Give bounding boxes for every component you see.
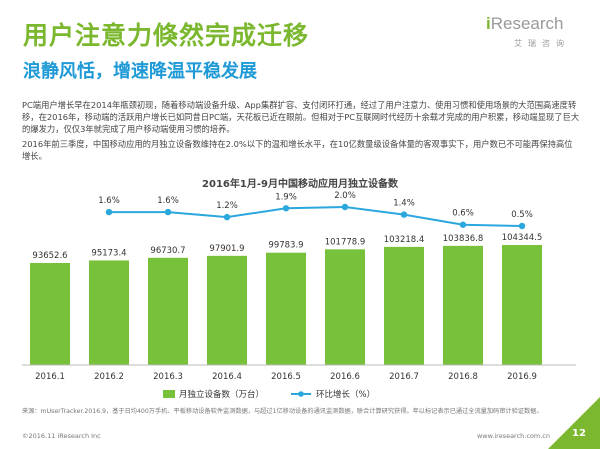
x-tick-label: 2016.6 — [330, 372, 360, 382]
x-tick-label: 2016.2 — [94, 372, 124, 382]
bar-2016.4 — [207, 255, 247, 365]
growth-value-label: 0.6% — [452, 209, 474, 219]
growth-point — [105, 208, 113, 216]
growth-value-label: 1.2% — [216, 201, 238, 211]
body-paragraph-2: 2016年前三季度，中国移动应用的月独立设备数维持在2.0%以下的温和增长水平，… — [22, 139, 573, 161]
growth-value-label: 1.6% — [98, 196, 120, 206]
bar-value-label: 103218.4 — [384, 235, 425, 245]
logo-research: Research — [490, 14, 564, 33]
bar-2016.3 — [148, 257, 188, 365]
bar-2016.8 — [443, 245, 483, 365]
copyright: ©2016.11 iResearch Inc — [22, 432, 101, 440]
page-number: 12 — [572, 428, 586, 439]
bar-2016.6 — [325, 249, 365, 365]
x-tick-label: 2016.1 — [35, 372, 65, 382]
iresearch-logo: iResearch 艾瑞咨询 — [486, 14, 582, 54]
growth-line — [109, 205, 523, 227]
legend-line-label: 环比增长（%） — [316, 389, 375, 400]
growth-point — [518, 222, 526, 230]
body-paragraph-1: PC端用户增长早在2014年瓶颈初现，随着移动端设备升级、App集群扩容、支付闭… — [22, 100, 580, 134]
bar-value-label: 97901.9 — [209, 244, 244, 254]
growth-point — [400, 211, 408, 218]
bar-2016.2 — [89, 260, 129, 365]
chart-title: 2016年1月-9月中国移动应用月独立设备数 — [202, 179, 398, 190]
x-tick-label: 2016.8 — [448, 372, 478, 382]
logo-i: i — [486, 14, 491, 33]
growth-point — [282, 205, 290, 212]
growth-value-label: 0.5% — [511, 210, 533, 220]
bar-value-label: 101778.9 — [325, 237, 366, 247]
growth-value-label: 2.0% — [334, 191, 356, 201]
x-tick-label: 2016.7 — [389, 372, 419, 382]
growth-value-label: 1.4% — [393, 199, 415, 209]
x-tick-label: 2016.5 — [271, 372, 301, 382]
bar-value-label: 95173.4 — [91, 248, 126, 258]
logo-chinese-name: 艾瑞咨询 — [514, 39, 570, 48]
logo-wordmark: iResearch — [486, 14, 564, 34]
page-title: 用户注意力倏然完成迁移 — [23, 21, 310, 50]
growth-value-label: 1.9% — [275, 192, 297, 202]
growth-value-label: 1.6% — [157, 196, 179, 206]
growth-point — [341, 203, 349, 211]
bar-2016.1 — [30, 263, 70, 365]
growth-point — [223, 213, 231, 221]
legend-bar-swatch — [163, 390, 175, 398]
growth-point — [459, 221, 467, 228]
bar-value-label: 93652.6 — [32, 251, 67, 261]
website: www.iresearch.com.cn — [476, 432, 550, 440]
bar-value-label: 96730.7 — [150, 246, 185, 256]
legend-line-marker — [298, 391, 304, 397]
legend-bar-label: 月独立设备数（万台） — [179, 389, 264, 400]
bar-2016.9 — [502, 245, 542, 365]
source-note: 来源：mUserTracker.2016.9，基于日均400万手机、平板移动设备… — [22, 408, 543, 415]
x-tick-label: 2016.3 — [153, 372, 183, 382]
page-subtitle: 浪静风恬，增速降温平稳发展 — [23, 61, 257, 82]
x-tick-label: 2016.4 — [212, 372, 242, 382]
bar-2016.5 — [266, 252, 306, 365]
bar-value-label: 104344.5 — [502, 233, 543, 243]
growth-point — [164, 208, 172, 216]
bar-2016.7 — [384, 246, 424, 365]
bar-value-label: 99783.9 — [268, 241, 303, 251]
x-tick-label: 2016.9 — [507, 372, 537, 382]
page-corner-triangle — [548, 397, 600, 449]
bar-value-label: 103836.8 — [443, 234, 484, 244]
